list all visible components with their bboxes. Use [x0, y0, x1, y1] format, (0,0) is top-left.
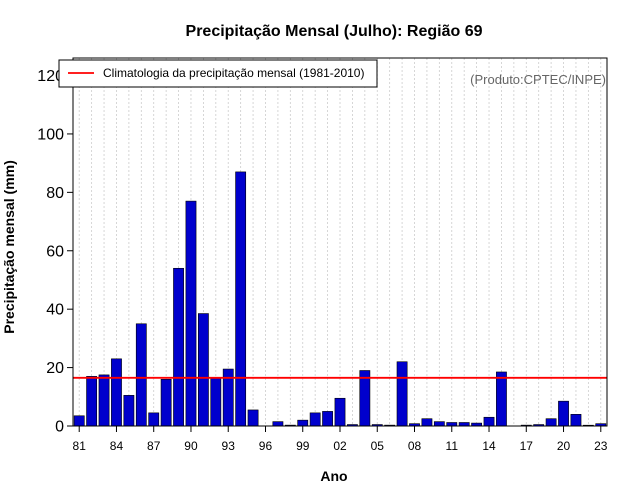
bar — [73, 415, 85, 427]
y-tick-label: 0 — [55, 419, 64, 436]
bar — [185, 200, 197, 427]
bar — [173, 267, 184, 427]
bar — [297, 419, 309, 427]
y-tick-label: 20 — [46, 360, 64, 377]
bar — [98, 374, 110, 427]
bar — [123, 395, 135, 427]
x-tick-label: 93 — [222, 439, 236, 453]
y-axis: 0 20 40 60 80 100 120 — [37, 68, 73, 436]
bar — [421, 418, 433, 427]
bar — [545, 418, 557, 427]
bar — [135, 323, 147, 427]
y-tick-label: 80 — [46, 185, 64, 202]
bar — [322, 411, 333, 427]
x-tick-label: 05 — [371, 439, 385, 453]
bar — [433, 421, 445, 427]
x-tick-label: 17 — [520, 439, 534, 453]
bar — [558, 400, 569, 427]
bar — [198, 313, 209, 427]
x-axis: 81 84 87 90 93 96 99 02 05 08 11 14 17 20 23 — [73, 426, 608, 453]
bar — [396, 361, 408, 427]
credit-text: (Produto:CPTEC/INPE) — [470, 72, 606, 87]
bar — [111, 358, 122, 427]
bar — [458, 422, 470, 427]
bar — [148, 412, 160, 427]
bar — [272, 421, 284, 427]
y-tick-label: 40 — [46, 302, 64, 319]
x-tick-label: 02 — [333, 439, 347, 453]
legend: Climatologia da precipitação mensal (198… — [58, 59, 378, 88]
x-tick-label: 90 — [184, 439, 198, 453]
x-tick-label: 14 — [482, 439, 496, 453]
x-tick-label: 96 — [259, 439, 273, 453]
x-tick-label: 84 — [110, 439, 124, 453]
bar — [210, 377, 222, 427]
bar — [359, 370, 371, 427]
y-tick-label: 100 — [37, 126, 64, 143]
grid-lines — [78, 58, 602, 426]
x-tick-label: 99 — [296, 439, 310, 453]
x-tick-label: 08 — [408, 439, 422, 453]
y-tick-label: 60 — [46, 243, 64, 260]
y-axis-title: Precipitação mensal (mm) — [1, 160, 17, 334]
x-axis-title: Ano — [320, 468, 347, 484]
bar — [309, 412, 321, 427]
bar — [86, 376, 98, 427]
x-tick-label: 81 — [73, 439, 87, 453]
bar — [570, 414, 582, 427]
x-tick-label: 87 — [147, 439, 161, 453]
bar — [334, 397, 346, 427]
bar — [483, 416, 495, 427]
bar — [496, 371, 507, 427]
bar — [160, 378, 172, 427]
bar — [247, 409, 259, 427]
bars — [73, 171, 607, 427]
x-tick-label: 20 — [557, 439, 571, 453]
legend-box — [58, 59, 378, 88]
x-tick-label: 23 — [594, 439, 608, 453]
legend-label: Climatologia da precipitação mensal (198… — [103, 66, 364, 80]
x-tick-label: 11 — [446, 439, 459, 453]
bar — [235, 171, 247, 427]
chart-title: Precipitação Mensal (Julho): Região 69 — [186, 23, 483, 40]
bar — [446, 422, 458, 427]
y-tick-label: 120 — [37, 68, 64, 85]
